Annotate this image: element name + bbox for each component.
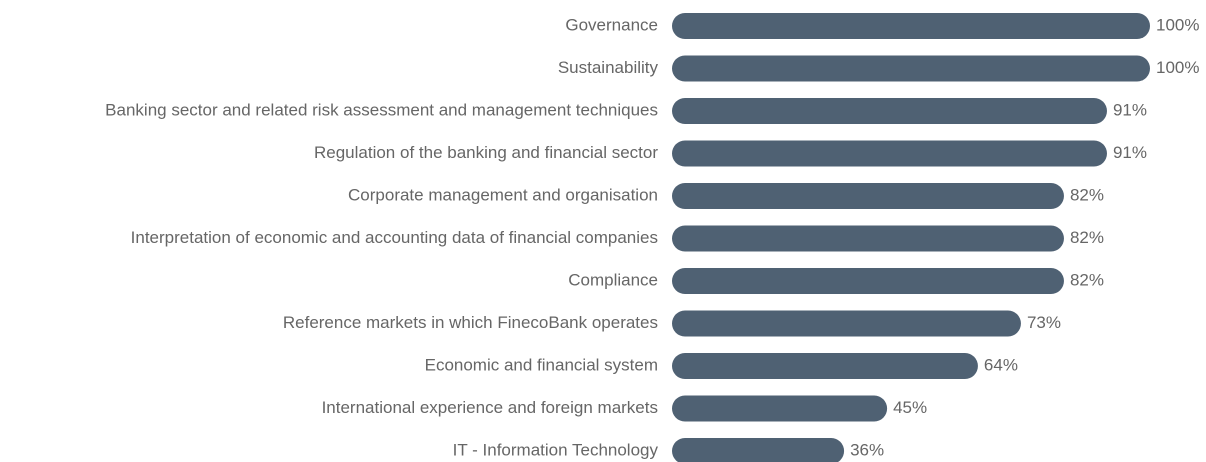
category-label: Corporate management and organisation (348, 185, 658, 204)
bar (672, 310, 1021, 337)
value-label: 82% (1070, 185, 1104, 204)
category-label: IT - Information Technology (453, 440, 659, 459)
category-label: Economic and financial system (425, 355, 658, 374)
bar (672, 98, 1107, 124)
value-label: 100% (1156, 15, 1199, 34)
category-label: Regulation of the banking and financial … (314, 143, 658, 162)
category-label: Banking sector and related risk assessme… (105, 100, 658, 119)
category-label: Reference markets in which FinecoBank op… (283, 313, 658, 332)
value-label: 91% (1113, 143, 1147, 162)
value-label: 45% (893, 398, 927, 417)
bar (672, 55, 1150, 82)
value-label: 100% (1156, 58, 1199, 77)
category-label: International experience and foreign mar… (322, 398, 658, 417)
category-label: Interpretation of economic and accountin… (131, 228, 658, 247)
category-label: Compliance (568, 270, 658, 289)
category-label: Sustainability (558, 58, 659, 77)
bar (672, 225, 1064, 252)
bar (672, 438, 845, 462)
value-label: 36% (850, 440, 884, 459)
bar (672, 183, 1064, 209)
value-label: 64% (984, 355, 1018, 374)
value-label: 73% (1027, 313, 1061, 332)
bar (672, 268, 1064, 294)
category-label: Governance (565, 15, 658, 34)
value-label: 82% (1070, 228, 1104, 247)
value-label: 82% (1070, 270, 1104, 289)
bar (672, 13, 1150, 39)
bar (672, 395, 888, 422)
bar (672, 353, 978, 379)
value-label: 91% (1113, 100, 1147, 119)
bar (672, 140, 1107, 167)
